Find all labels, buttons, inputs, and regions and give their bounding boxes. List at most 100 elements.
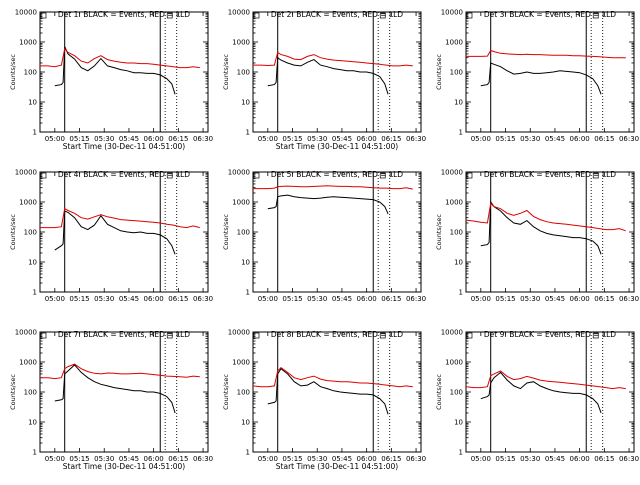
- y-tick-label: 100: [237, 229, 250, 237]
- x-tick-label: 05:15: [282, 455, 302, 463]
- x-tick-label: 05:30: [520, 295, 540, 303]
- det5-ylabel: Counts/sec: [222, 214, 230, 250]
- det3-lld-line: [466, 49, 626, 59]
- corner-marker: [379, 12, 386, 19]
- y-tick-label: 1000: [19, 199, 37, 207]
- x-tick-label: 05:30: [307, 295, 327, 303]
- y-tick-label: 1000: [445, 359, 463, 367]
- x-tick-label: 05:30: [94, 135, 114, 143]
- x-tick-label: 05:30: [307, 135, 327, 143]
- y-tick-label: 1000: [19, 359, 37, 367]
- det9-lld-line: [465, 370, 626, 390]
- y-tick-label: 1000: [232, 39, 250, 47]
- x-tick-label: 06:15: [594, 135, 614, 143]
- x-tick-label: 05:30: [94, 455, 114, 463]
- x-tick-label: 05:45: [119, 455, 139, 463]
- x-tick-label: 06:00: [357, 135, 377, 143]
- x-tick-label: 06:15: [168, 135, 188, 143]
- det8-ylabel: Counts/sec: [222, 374, 230, 410]
- y-tick-label: 10000: [441, 9, 463, 17]
- x-tick-label: 05:00: [258, 295, 278, 303]
- y-tick-label: 100: [450, 389, 463, 397]
- y-tick-label: 1: [246, 289, 250, 297]
- det1-lld-line: [40, 47, 200, 69]
- det4-title: Det 4: BLACK = Events, RED = LLD: [58, 170, 190, 179]
- det2-ylabel: Counts/sec: [222, 54, 230, 90]
- det5-title: Det 5: BLACK = Events, RED = LLD: [271, 170, 403, 179]
- y-tick-label: 100: [237, 69, 250, 77]
- x-tick-label: 06:30: [406, 135, 426, 143]
- x-tick-label: 05:00: [258, 455, 278, 463]
- y-tick-label: 10000: [441, 169, 463, 177]
- x-tick-label: 06:00: [144, 135, 164, 143]
- det3-panel: Det 3: BLACK = Events, RED = LLD 1 10 100 10…: [435, 9, 639, 144]
- y-tick-label: 1: [246, 449, 250, 457]
- x-tick-label: 06:00: [357, 295, 377, 303]
- x-tick-label: 05:15: [495, 455, 515, 463]
- det1-title: Det 1: BLACK = Events, RED = LLD: [58, 10, 190, 19]
- det2-title: Det 2: BLACK = Events, RED = LLD: [271, 10, 403, 19]
- y-tick-label: 1: [459, 289, 463, 297]
- y-tick-label: 1000: [445, 39, 463, 47]
- corner-marker: [592, 332, 599, 339]
- det6-title: Det 6: BLACK = Events, RED = LLD: [484, 170, 616, 179]
- corner-marker: [379, 332, 386, 339]
- det6-panel: Det 6: BLACK = Events, RED = LLD 1 10 100 10…: [435, 169, 639, 304]
- det2-events-line: [267, 56, 389, 95]
- y-tick-label: 10000: [15, 329, 37, 337]
- det1-events-line: [54, 46, 176, 95]
- y-tick-label: 1000: [232, 199, 250, 207]
- y-tick-label: 10: [454, 419, 463, 427]
- corner-marker: [166, 12, 173, 19]
- x-tick-label: 06:30: [406, 295, 426, 303]
- y-tick-label: 100: [24, 229, 37, 237]
- x-tick-label: 06:15: [381, 295, 401, 303]
- y-tick-label: 10: [28, 419, 37, 427]
- det7-title: Det 7: BLACK = Events, RED = LLD: [58, 330, 190, 339]
- det1-ylabel: Counts/sec: [9, 54, 17, 90]
- x-tick-label: 06:15: [168, 455, 188, 463]
- det2-xlabel: Start Time (30-Dec-11 04:51:00): [276, 142, 398, 151]
- x-tick-label: 05:45: [545, 135, 565, 143]
- corner-marker: [466, 12, 473, 19]
- corner-marker: [466, 332, 473, 339]
- corner-marker: [253, 332, 260, 339]
- det8-xlabel: Start Time (30-Dec-11 04:51:00): [276, 462, 398, 471]
- x-tick-label: 05:00: [471, 135, 491, 143]
- y-tick-label: 1: [33, 289, 37, 297]
- x-tick-label: 06:30: [619, 455, 639, 463]
- y-tick-label: 10000: [228, 329, 250, 337]
- x-tick-label: 06:30: [193, 135, 213, 143]
- x-tick-label: 05:00: [471, 295, 491, 303]
- x-tick-label: 05:00: [45, 295, 65, 303]
- det3-events-line: [480, 62, 602, 95]
- x-tick-label: 05:15: [69, 455, 89, 463]
- x-tick-label: 06:30: [619, 295, 639, 303]
- y-tick-label: 1: [246, 129, 250, 137]
- corner-marker: [379, 172, 386, 179]
- x-tick-label: 06:00: [144, 295, 164, 303]
- det7-events-line: [54, 364, 176, 414]
- x-tick-label: 06:15: [381, 455, 401, 463]
- corner-marker: [592, 12, 599, 19]
- det7-ylabel: Counts/sec: [9, 374, 17, 410]
- x-tick-label: 05:15: [282, 135, 302, 143]
- det7-xlabel: Start Time (30-Dec-11 04:51:00): [63, 462, 185, 471]
- x-tick-label: 05:45: [332, 455, 352, 463]
- y-tick-label: 1000: [232, 359, 250, 367]
- x-tick-label: 05:45: [332, 135, 352, 143]
- x-tick-label: 06:15: [594, 295, 614, 303]
- corner-marker: [253, 172, 260, 179]
- x-tick-label: 05:00: [471, 455, 491, 463]
- det4-events-line: [54, 210, 176, 255]
- x-tick-label: 05:30: [520, 135, 540, 143]
- x-tick-label: 05:15: [495, 295, 515, 303]
- det8-events-line: [267, 367, 389, 415]
- y-tick-label: 100: [237, 389, 250, 397]
- x-tick-label: 06:30: [193, 295, 213, 303]
- det3-title: Det 3: BLACK = Events, RED = LLD: [484, 10, 616, 19]
- det8-lld-line: [252, 366, 413, 388]
- y-tick-label: 1: [459, 129, 463, 137]
- corner-marker: [166, 332, 173, 339]
